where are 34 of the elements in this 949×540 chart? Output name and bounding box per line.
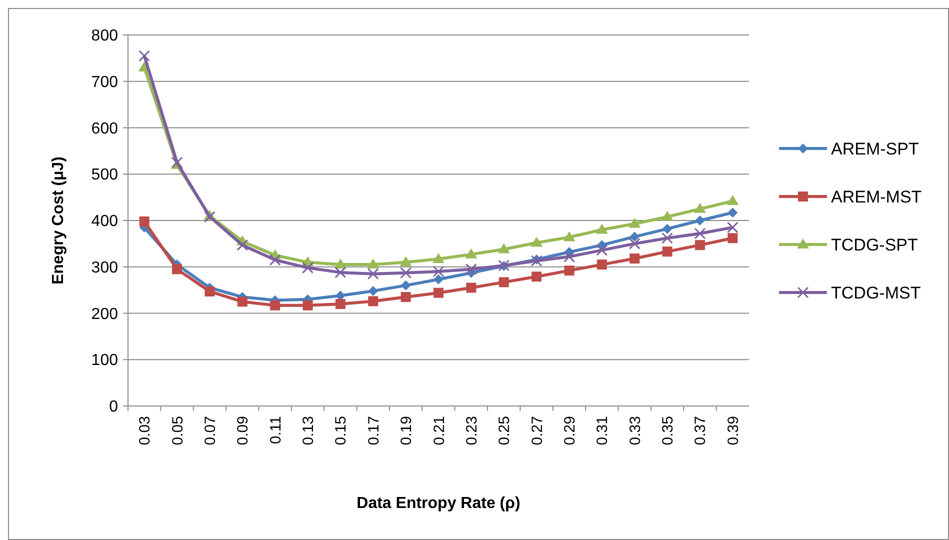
x-tick-label: 0.35 xyxy=(660,416,677,446)
x-tick-label: 0.23 xyxy=(463,416,480,446)
y-tick-label: 800 xyxy=(91,28,118,45)
legend-label: AREM-MST xyxy=(831,187,922,206)
x-tick-label: 0.27 xyxy=(528,416,546,446)
y-tick-label: 300 xyxy=(91,259,118,276)
y-tick-label: 400 xyxy=(91,213,118,230)
x-tick-label: 0.29 xyxy=(561,416,578,446)
x-tick-label: 0.05 xyxy=(169,416,186,446)
x-tick-label: 0.15 xyxy=(332,416,350,446)
x-tick-label: 0.19 xyxy=(398,416,416,446)
x-tick-label: 0.09 xyxy=(234,416,252,446)
y-tick-label: 500 xyxy=(91,166,118,184)
legend-label: TCDG-MST xyxy=(831,283,921,302)
legend-label: TCDG-SPT xyxy=(831,235,918,254)
x-tick-label: 0.37 xyxy=(692,416,710,446)
legend-label: AREM-SPT xyxy=(831,139,919,158)
x-tick-label: 0.11 xyxy=(267,416,284,444)
x-tick-label: 0.21 xyxy=(430,416,448,446)
y-tick-label: 600 xyxy=(91,120,118,138)
x-tick-label: 0.17 xyxy=(365,416,382,446)
x-tick-label: 0.39 xyxy=(724,416,742,446)
y-tick-label: 700 xyxy=(91,74,118,91)
x-tick-label: 0.25 xyxy=(496,416,514,446)
x-tick-label: 0.13 xyxy=(300,416,318,446)
y-tick-label: 100 xyxy=(91,352,118,370)
x-tick-label: 0.03 xyxy=(136,416,154,446)
y-tick-label: 0 xyxy=(109,398,118,416)
y-axis-title: Enegry Cost (μJ) xyxy=(50,156,67,285)
x-tick-label: 0.07 xyxy=(202,416,219,446)
x-tick-label: 0.31 xyxy=(594,416,612,446)
x-axis-title: Data Entropy Rate (ρ) xyxy=(356,495,520,512)
y-tick-label: 200 xyxy=(91,306,118,323)
x-tick-label: 0.33 xyxy=(626,416,644,446)
